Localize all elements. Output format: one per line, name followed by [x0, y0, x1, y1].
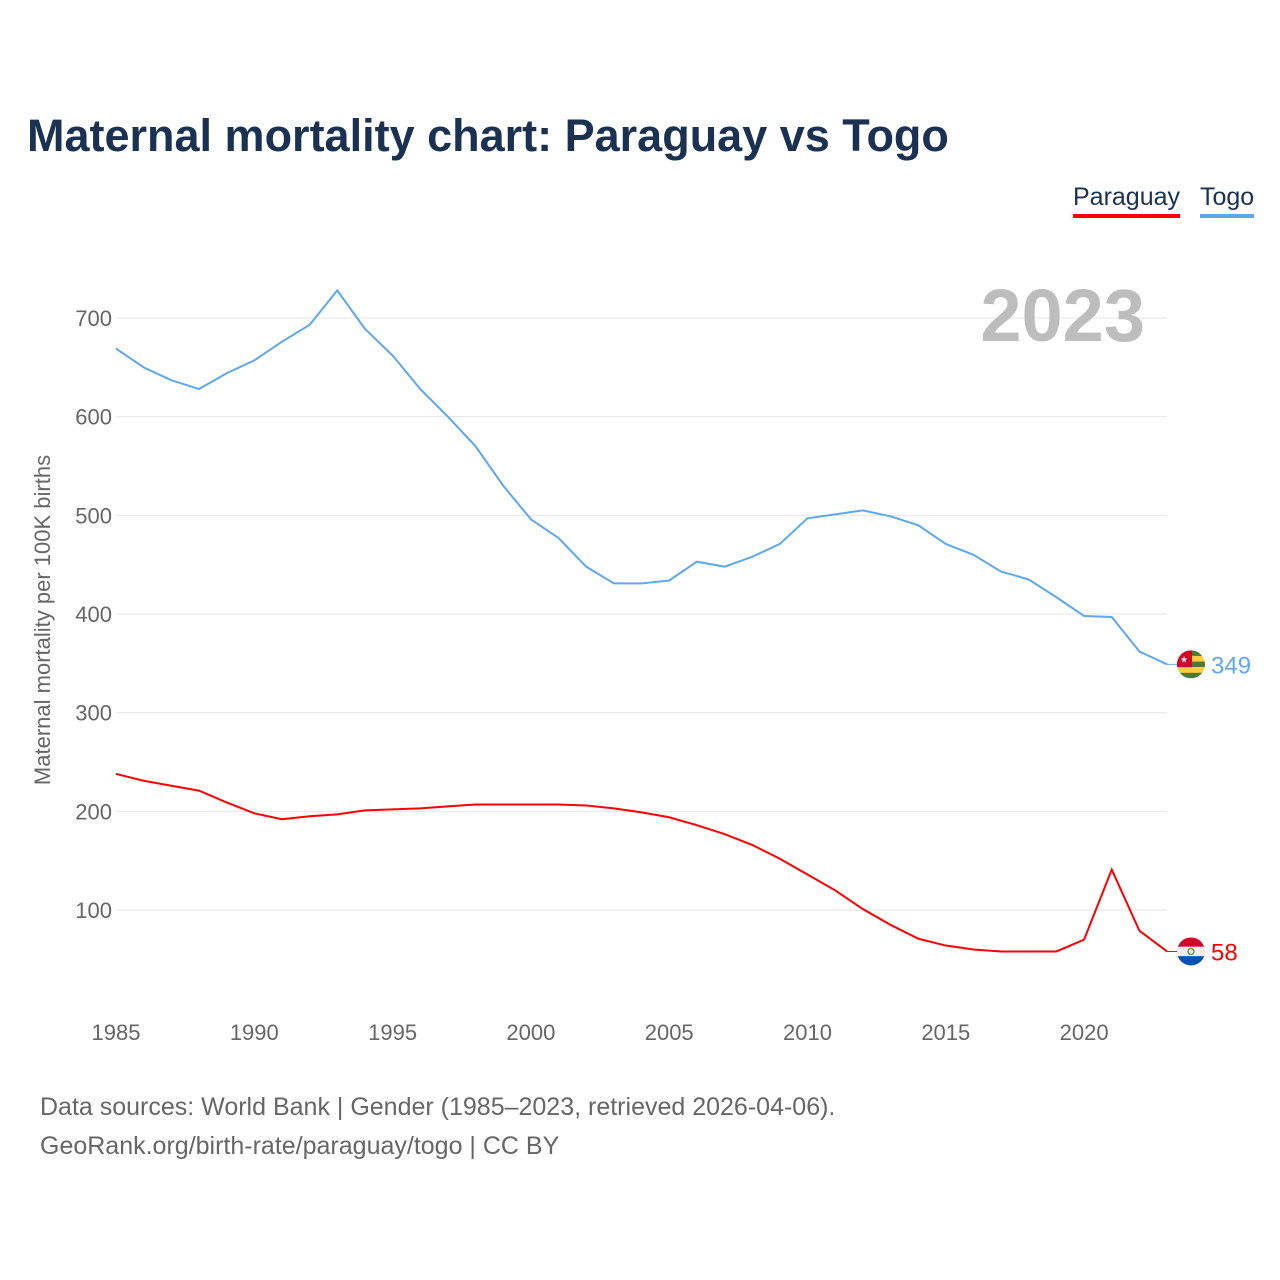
x-tick-label: 1990: [230, 1020, 279, 1045]
togo-flag-icon: ★: [1177, 650, 1205, 679]
y-axis-label: Maternal mortality per 100K births: [30, 455, 55, 785]
y-tick-label: 500: [75, 503, 112, 528]
x-tick-label: 1995: [368, 1020, 417, 1045]
svg-text:★: ★: [1180, 654, 1188, 664]
y-tick-label: 200: [75, 799, 112, 824]
footer: Data sources: World Bank | Gender (1985–…: [40, 1088, 835, 1166]
x-tick-label: 2015: [921, 1020, 970, 1045]
x-tick-label: 2005: [645, 1020, 694, 1045]
x-tick-label: 2010: [783, 1020, 832, 1045]
legend-paraguay[interactable]: Paraguay: [1073, 183, 1181, 218]
series-line-paraguay: [115, 772, 1168, 953]
y-tick-label: 400: [75, 602, 112, 627]
legend-togo[interactable]: Togo: [1200, 183, 1255, 218]
x-tick-label: 1985: [92, 1020, 141, 1045]
data-source: Data sources: World Bank | Gender (1985–…: [40, 1093, 836, 1121]
source-link[interactable]: GeoRank.org/birth-rate/paraguay/togo | C…: [40, 1132, 560, 1160]
y-tick-label: 300: [75, 701, 112, 726]
end-value-label-togo: 349: [1211, 652, 1251, 679]
paraguay-flag-icon: [1177, 937, 1205, 966]
chart-title: Maternal mortality chart: Paraguay vs To…: [27, 110, 949, 161]
y-tick-label: 700: [75, 306, 112, 331]
x-tick-label: 2000: [506, 1020, 555, 1045]
y-tick-label: 100: [75, 898, 112, 923]
end-value-label-paraguay: 58: [1211, 939, 1238, 966]
series-line-togo: [115, 288, 1168, 666]
y-tick-label: 600: [75, 405, 112, 430]
x-tick-label: 2020: [1060, 1020, 1109, 1045]
year-label: 2023: [980, 274, 1145, 357]
